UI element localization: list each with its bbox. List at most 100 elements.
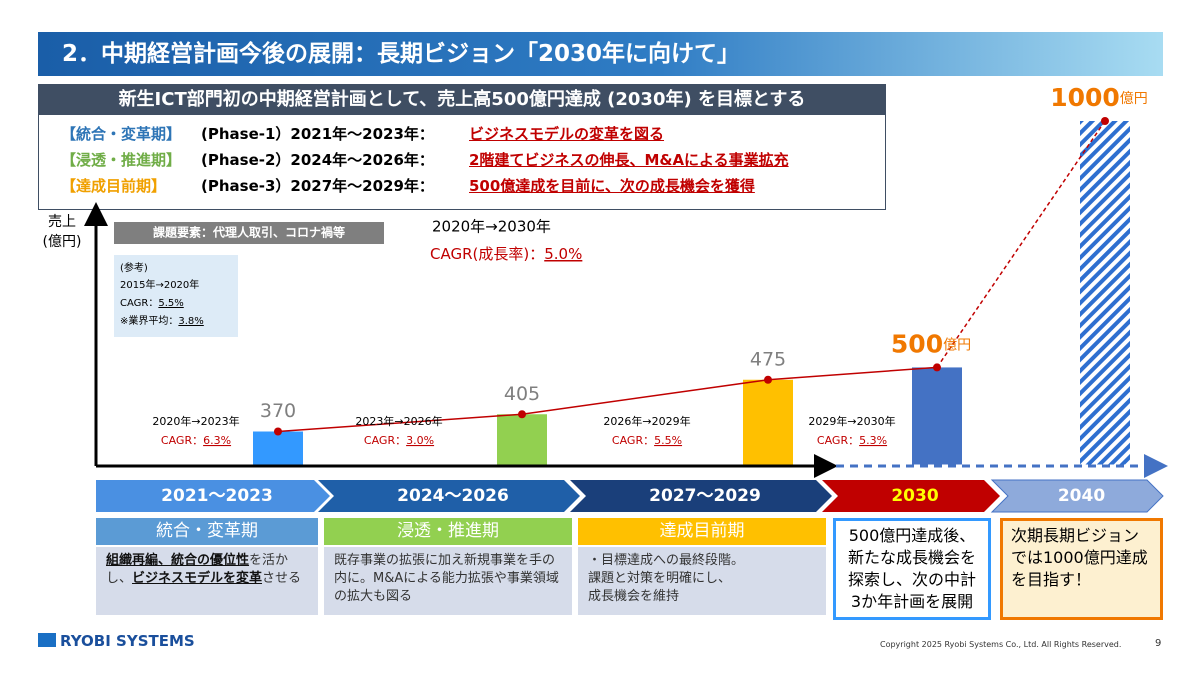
card-text: 成長機会を維持 [588, 589, 680, 604]
value: 3.0% [406, 434, 434, 447]
summary-title: 新生ICT部門初の中期経営計画として、売上高500億円達成 (2030年) を目… [39, 85, 885, 115]
unit: 億円 [1120, 91, 1148, 107]
timeline-chevron [96, 480, 330, 512]
bar [912, 367, 962, 465]
trend-point [1101, 117, 1109, 125]
phase-tag: 【達成目前期】 [61, 177, 167, 195]
card-text: 既存事業の拡張に加え新規事業を手の内に。M&Aによる能力拡張や事業領域の拡大も図… [334, 553, 559, 604]
value-label: 405 [504, 383, 540, 405]
value: 5.3% [859, 434, 887, 447]
card-body: 既存事業の拡張に加え新規事業を手の内に。M&Aによる能力拡張や事業領域の拡大も図… [324, 547, 572, 615]
card-text: ・目標達成への最終段階。 [588, 553, 745, 568]
cagr: CAGR：5.5% [612, 434, 682, 447]
issues-text: 課題要素：代理人取引、コロナ禍等 [153, 225, 345, 240]
card-text: 課題と対策を明確にし、 [588, 571, 732, 586]
trend-line [936, 120, 1106, 368]
label: CAGR： [120, 298, 158, 309]
y-axis-label: 売上 [48, 214, 76, 230]
timeline-chevron [822, 480, 1000, 512]
card-title: 統合・変革期 [96, 518, 318, 545]
timeline-label: 2024～2026 [397, 486, 509, 506]
value-label: 1000億円 [1050, 83, 1148, 112]
copyright: Copyright 2025 Ryobi Systems Co., Ltd. A… [880, 640, 1122, 649]
bar [253, 431, 303, 465]
phase-period: (Phase-3）2027年～2029年： [201, 177, 434, 195]
timeline-label: 2030 [891, 486, 938, 506]
reference-title: (参考) [120, 261, 148, 274]
trend-point [933, 363, 941, 372]
cagr: CAGR：5.3% [817, 434, 887, 447]
phase-row: 【達成目前期】 (Phase-3）2027年～2029年： 500億達成を目前に、次… [61, 175, 755, 196]
note: 次期長期ビジョンでは1000億円達成を目指す！ [1000, 518, 1163, 620]
slide-title: 2．中期経営計画今後の展開：長期ビジョン「2030年に向けて」 [62, 41, 741, 67]
phase-tag: 【浸透・推進期】 [61, 151, 182, 169]
page-number: 9 [1155, 638, 1162, 649]
trend-point [764, 375, 772, 384]
trend-line [767, 366, 938, 381]
phase-goal: ビジネスモデルの変革を図る [469, 125, 665, 143]
value: 5.0% [544, 245, 582, 263]
label: CAGR(成長率)： [430, 245, 544, 263]
phase-goal: 500億達成を目前に、次の成長機会を獲得 [469, 177, 755, 195]
overall-cagr: CAGR(成長率)：5.0% [430, 245, 582, 263]
cagr: CAGR：6.3% [161, 434, 231, 447]
phase-row: 【浸透・推進期】 (Phase-2）2024年～2026年： 2階建てビジネスの伸長… [61, 149, 789, 170]
bar [743, 379, 793, 465]
cagr-period: 2023年→2026年 [355, 414, 442, 428]
label: CAGR： [161, 434, 203, 447]
value: 1000 [1050, 83, 1120, 112]
label: CAGR： [612, 434, 654, 447]
y-axis-label: (億円) [43, 234, 82, 250]
phase-tag: 【統合・変革期】 [61, 125, 182, 143]
header-bar: 2．中期経営計画今後の展開：長期ビジョン「2030年に向けて」 [38, 32, 1163, 76]
phase-row: 【統合・変革期】 (Phase-1）2021年～2023年： ビジネスモデルの変革を… [61, 123, 664, 144]
trend-line [277, 413, 523, 433]
card-body: 組織再編、統合の優位性を活かし、ビジネスモデルを変革させる [96, 547, 318, 615]
timeline-label: 2040 [1058, 486, 1105, 506]
card-text: ビジネスモデルを変革 [132, 571, 263, 586]
phase-goal: 2階建てビジネスの伸長、M&Aによる事業拡充 [469, 151, 789, 169]
value: 5.5% [654, 434, 682, 447]
logo: RYOBI SYSTEMS [38, 632, 195, 650]
reference-box [114, 255, 238, 337]
card-text: させる [262, 571, 302, 586]
value-label: 475 [750, 348, 786, 370]
reference-cagr: CAGR：5.5% [120, 298, 184, 309]
value-label: 370 [260, 400, 296, 422]
cagr: CAGR：3.0% [364, 434, 434, 447]
phase-period: (Phase-2）2024年～2026年： [201, 151, 434, 169]
card-text: を活かし、 [106, 553, 289, 586]
cagr-period: 2026年→2029年 [603, 414, 690, 428]
trend-point [274, 427, 282, 436]
timeline-label: 2021～2023 [161, 486, 273, 506]
timeline-label: 2027～2029 [649, 486, 761, 506]
logo-text: RYOBI SYSTEMS [60, 632, 195, 650]
overall-period: 2020年→2030年 [432, 218, 551, 236]
reference-period: 2015年→2020年 [120, 278, 199, 291]
value: 6.3% [203, 434, 231, 447]
unit: 億円 [943, 337, 971, 353]
label: CAGR： [364, 434, 406, 447]
bar [1080, 121, 1130, 465]
value: 5.5% [158, 298, 183, 309]
note: 500億円達成後、新たな成長機会を探索し、次の中計3か年計画を展開 [833, 518, 991, 620]
summary-box: 新生ICT部門初の中期経営計画として、売上高500億円達成 (2030年) を目… [38, 84, 886, 210]
value-label: 500億円 [891, 329, 971, 358]
timeline-chevron [570, 480, 832, 512]
trend-point [518, 410, 526, 419]
timeline-chevron [990, 479, 1164, 513]
bar [497, 414, 547, 465]
card-text: 組織再編、統合の優位性 [106, 553, 250, 568]
card-title: 達成目前期 [578, 518, 826, 545]
trend-line [521, 379, 769, 415]
issues-box [114, 222, 384, 244]
timeline-chevron [318, 480, 580, 512]
label: ※業界平均： [120, 314, 178, 327]
reference-average: ※業界平均：3.8% [120, 314, 204, 327]
cagr-period: 2029年→2030年 [808, 414, 895, 428]
value: 3.8% [178, 316, 203, 327]
phase-period: (Phase-1）2021年～2023年： [201, 125, 434, 143]
cagr-period: 2020年→2023年 [152, 414, 239, 428]
